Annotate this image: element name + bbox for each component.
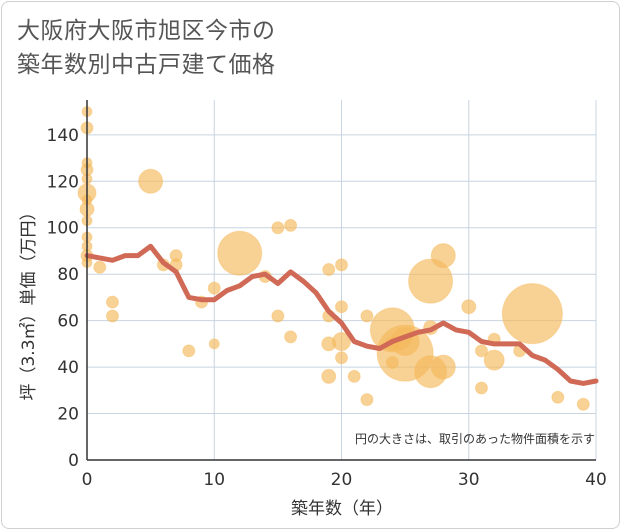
bubble-point — [408, 258, 454, 304]
title-line-1: 大阪府大阪市旭区今市の — [17, 18, 276, 44]
bubble-point — [335, 351, 348, 365]
chart-title: 大阪府大阪市旭区今市の 築年数別中古戸建て価格 — [17, 14, 276, 82]
bubble-point — [284, 218, 298, 232]
bubble-point — [430, 354, 456, 380]
x-tick-label: 0 — [82, 470, 93, 490]
bubble-point — [430, 243, 456, 269]
x-tick-label: 40 — [585, 470, 607, 490]
bubble-point — [182, 344, 196, 358]
bubble-point — [322, 263, 336, 277]
bubble-point — [271, 309, 285, 323]
bubble-point — [474, 344, 488, 358]
y-tick-label: 120 — [47, 172, 79, 192]
trend-line-series — [84, 243, 599, 386]
bubble-point — [501, 283, 563, 345]
bubble-point — [207, 281, 221, 295]
bubble-point — [138, 168, 164, 194]
bubble-series — [77, 106, 590, 411]
bubble-point — [332, 332, 351, 352]
bubble-point — [271, 221, 285, 235]
y-axis-label: 坪（3.3㎡）単価（万円） — [19, 203, 39, 400]
y-tick-label: 40 — [57, 358, 79, 378]
y-tick-label: 20 — [57, 405, 79, 425]
y-tick-label: 60 — [57, 312, 79, 332]
y-tick-label: 80 — [57, 265, 79, 285]
trend-line — [84, 243, 599, 386]
tick-labels: 0 20 40 60 80 100 120 140 0 10 20 30 40 — [47, 126, 607, 490]
bubble-point — [360, 393, 374, 407]
bubble-point — [105, 295, 119, 309]
bubble-point — [474, 381, 488, 395]
bubble-point — [335, 300, 348, 314]
bubble-point — [284, 330, 298, 344]
bubble-point — [483, 349, 505, 371]
y-tick-label: 140 — [47, 126, 79, 146]
bubble-point — [576, 397, 590, 411]
x-tick-label: 30 — [458, 470, 480, 490]
y-tick-label: 0 — [68, 451, 79, 471]
bubble-point — [551, 390, 565, 404]
bubble-point — [93, 260, 107, 274]
title-line-2: 築年数別中古戸建て価格 — [17, 52, 276, 78]
axes — [86, 100, 596, 461]
bubble-point — [321, 368, 337, 384]
bubble-point — [347, 369, 361, 383]
bubble-point — [217, 230, 263, 276]
bubble-point — [335, 258, 348, 272]
x-axis-label: 築年数（年） — [291, 499, 393, 519]
x-tick-label: 10 — [203, 470, 225, 490]
bubble-point — [461, 299, 477, 315]
bubble-size-note: 円の大きさは、取引のあった物件面積を示す — [355, 431, 595, 446]
x-tick-label: 20 — [331, 470, 353, 490]
y-tick-label: 100 — [47, 219, 79, 239]
grid-lines — [87, 100, 597, 460]
bubble-point — [360, 309, 374, 323]
bubble-point — [208, 338, 220, 350]
bubble-point — [105, 309, 119, 323]
